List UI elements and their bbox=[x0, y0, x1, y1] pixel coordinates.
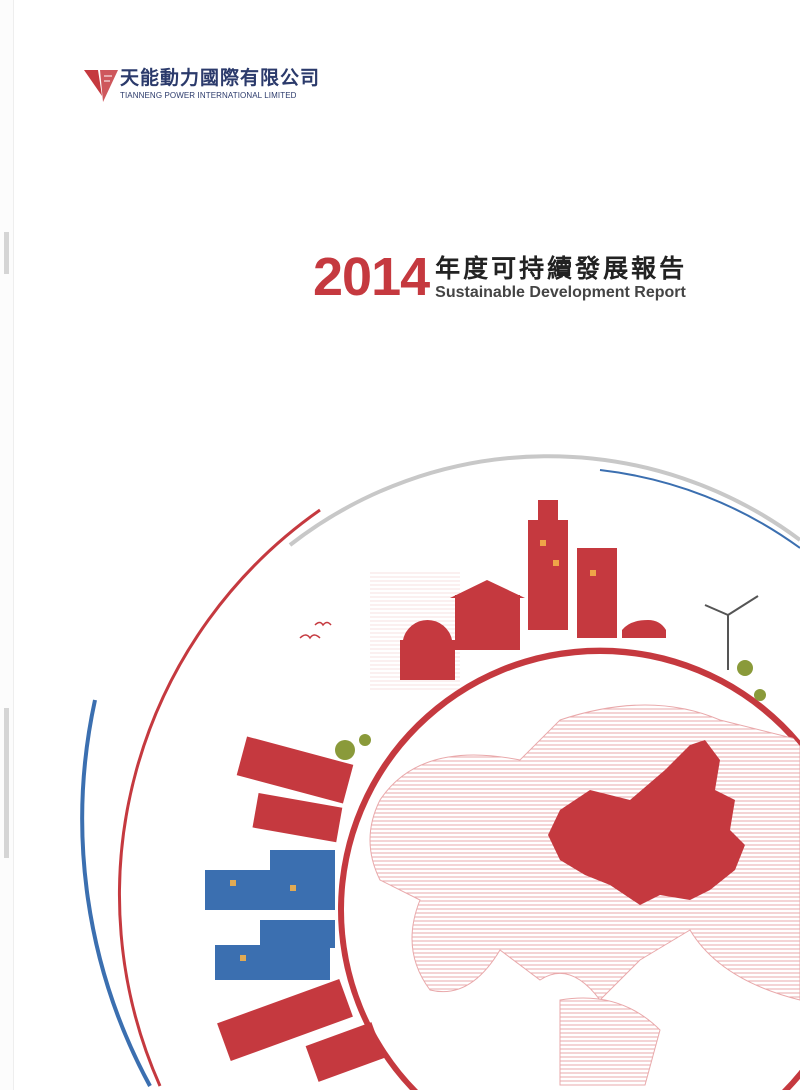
birds bbox=[299, 621, 332, 640]
company-logo: 天能動力國際有限公司 TIANNENG POWER INTERNATIONAL … bbox=[84, 68, 320, 104]
china-map bbox=[548, 740, 745, 905]
trees bbox=[335, 660, 766, 760]
red-arc bbox=[117, 508, 321, 1087]
spine-text-mark bbox=[4, 232, 9, 274]
building-windows bbox=[230, 540, 596, 961]
company-name-cn: 天能動力國際有限公司 bbox=[120, 68, 321, 89]
blue-buildings bbox=[205, 850, 335, 980]
report-title-en: Sustainable Development Report bbox=[435, 284, 686, 301]
blue-arc bbox=[80, 699, 152, 1087]
wind-turbines bbox=[704, 595, 759, 670]
report-title: 2014 年度可持續發展報告 Sustainable Development R… bbox=[313, 247, 688, 307]
spine-text-mark bbox=[4, 708, 9, 858]
spine bbox=[0, 0, 14, 1090]
logo-v-icon bbox=[84, 70, 118, 102]
skyline bbox=[217, 500, 666, 1082]
blue-arc-top bbox=[599, 469, 800, 549]
company-name-en: TIANNENG POWER INTERNATIONAL LIMITED bbox=[120, 91, 297, 100]
report-year: 2014 bbox=[313, 247, 430, 307]
gray-arc bbox=[288, 454, 800, 547]
report-title-cn: 年度可持續發展報告 bbox=[435, 255, 688, 283]
